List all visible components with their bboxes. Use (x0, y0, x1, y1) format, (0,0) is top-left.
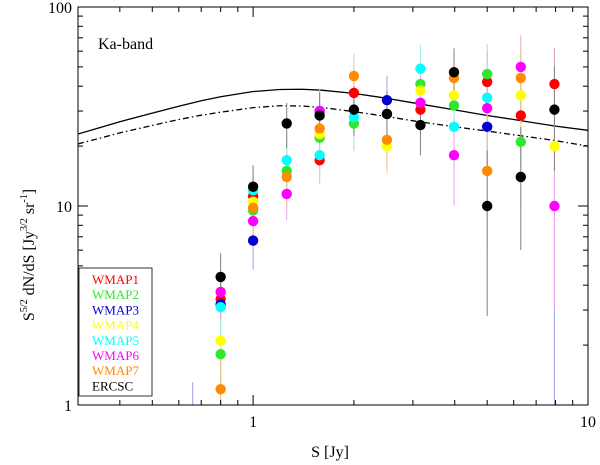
wmap2-point-6 (448, 100, 460, 111)
wmap7-point-7 (481, 165, 493, 177)
y-tick-label: 10 (56, 199, 72, 216)
legend-entry-wmap1: WMAP1 (92, 272, 139, 287)
legend-entry-wmap7: WMAP7 (92, 363, 139, 378)
wmap1-point-3 (348, 87, 360, 99)
ercsc-point-4 (348, 104, 360, 115)
ercsc-point-9 (515, 171, 527, 183)
wmap1-point-6 (515, 110, 527, 121)
band-annotation: Ka-band (98, 36, 153, 53)
wmap7-point-8 (515, 72, 527, 84)
plot-area (78, 35, 588, 405)
ercsc-point-5 (381, 108, 393, 120)
y-axis-label-sup2: 3/2 (19, 218, 30, 231)
ercsc-point-6 (415, 119, 426, 131)
wmap2-point-7 (481, 68, 493, 80)
x-tick-label: 10 (580, 414, 596, 431)
ercsc-point-8 (481, 200, 493, 212)
wmap5-point-0 (215, 302, 226, 313)
y-axis-label-mid2: sr (21, 202, 38, 218)
x-tick-label: 1 (249, 414, 257, 431)
legend-box (78, 267, 153, 397)
model-solid-line (78, 88, 588, 135)
wmap6-point-2 (281, 188, 292, 200)
plot-frame (77, 6, 589, 406)
ercsc-point-10 (549, 104, 560, 115)
y-axis-label-base: S (21, 312, 38, 321)
wmap6-point-6 (448, 150, 460, 161)
wmap1-point-5 (481, 76, 493, 88)
wmap6-point-8 (515, 61, 527, 73)
wmap3-point-1 (247, 235, 259, 246)
wmap4-point-7 (549, 140, 560, 152)
wmap5-point-2 (281, 154, 292, 166)
wmap5-point-7 (481, 92, 493, 103)
axis-tick-labels: 1 10 1 10 100 (48, 0, 596, 431)
model-dashdot-line (78, 105, 588, 147)
legend-entry-wmap4: WMAP4 (92, 318, 139, 333)
y-axis-label-end: ] (21, 189, 38, 194)
ercsc-point-0 (215, 271, 226, 283)
x-axis-label: S [Jy] (311, 444, 349, 461)
axis-ticks (77, 6, 589, 406)
legend-entry-wmap3: WMAP3 (92, 302, 139, 317)
wmap7-point-1 (247, 202, 259, 213)
wmap4-point-0 (215, 335, 226, 347)
wmap6-point-1 (247, 215, 259, 227)
wmap5-point-4 (348, 111, 360, 123)
wmap1-point-7 (549, 78, 560, 90)
y-tick-label: 1 (64, 398, 72, 415)
y-tick-label: 100 (48, 0, 72, 17)
legend-entry-wmap2: WMAP2 (92, 287, 139, 302)
wmap5-point-3 (314, 150, 325, 161)
wmap6-point-5 (415, 97, 426, 109)
y-axis-label-mid: dN/dS [Jy (21, 231, 38, 299)
legend-entry-wmap6: WMAP6 (92, 348, 139, 363)
legend-entry-wmap5: WMAP5 (92, 333, 139, 348)
y-axis-label: S5/2 dN/dS [Jy3/2 sr-1] (19, 189, 38, 321)
y-axis-label-sup3: -1 (19, 194, 30, 202)
plot-content (78, 35, 588, 405)
wmap5-point-5 (415, 63, 426, 74)
wmap5-point-6 (448, 121, 460, 133)
ercsc-point-7 (448, 67, 460, 78)
wmap4-point-5 (448, 90, 460, 101)
wmap2-point-0 (215, 349, 226, 360)
wmap7-point-4 (348, 70, 360, 82)
wmap6-point-7 (481, 103, 493, 114)
y-axis-label-sup1: 5/2 (19, 299, 30, 312)
wmap7-point-3 (314, 123, 325, 134)
wmap3-point-3 (381, 95, 393, 106)
wmap4-point-4 (415, 85, 426, 96)
wmap4-point-6 (515, 90, 527, 101)
ercsc-point-2 (281, 118, 292, 129)
ercsc-point-1 (247, 181, 259, 192)
legend-entry-ercsc: ERCSC (92, 378, 133, 393)
ercsc-point-3 (314, 110, 325, 121)
wmap6-point-9 (549, 200, 560, 212)
wmap6-point-0 (215, 286, 226, 298)
wmap7-point-0 (215, 384, 226, 395)
wmap7-point-2 (281, 171, 292, 183)
wmap2-point-8 (515, 136, 527, 148)
wmap3-point-4 (481, 121, 493, 133)
wmap7-point-5 (381, 134, 393, 146)
